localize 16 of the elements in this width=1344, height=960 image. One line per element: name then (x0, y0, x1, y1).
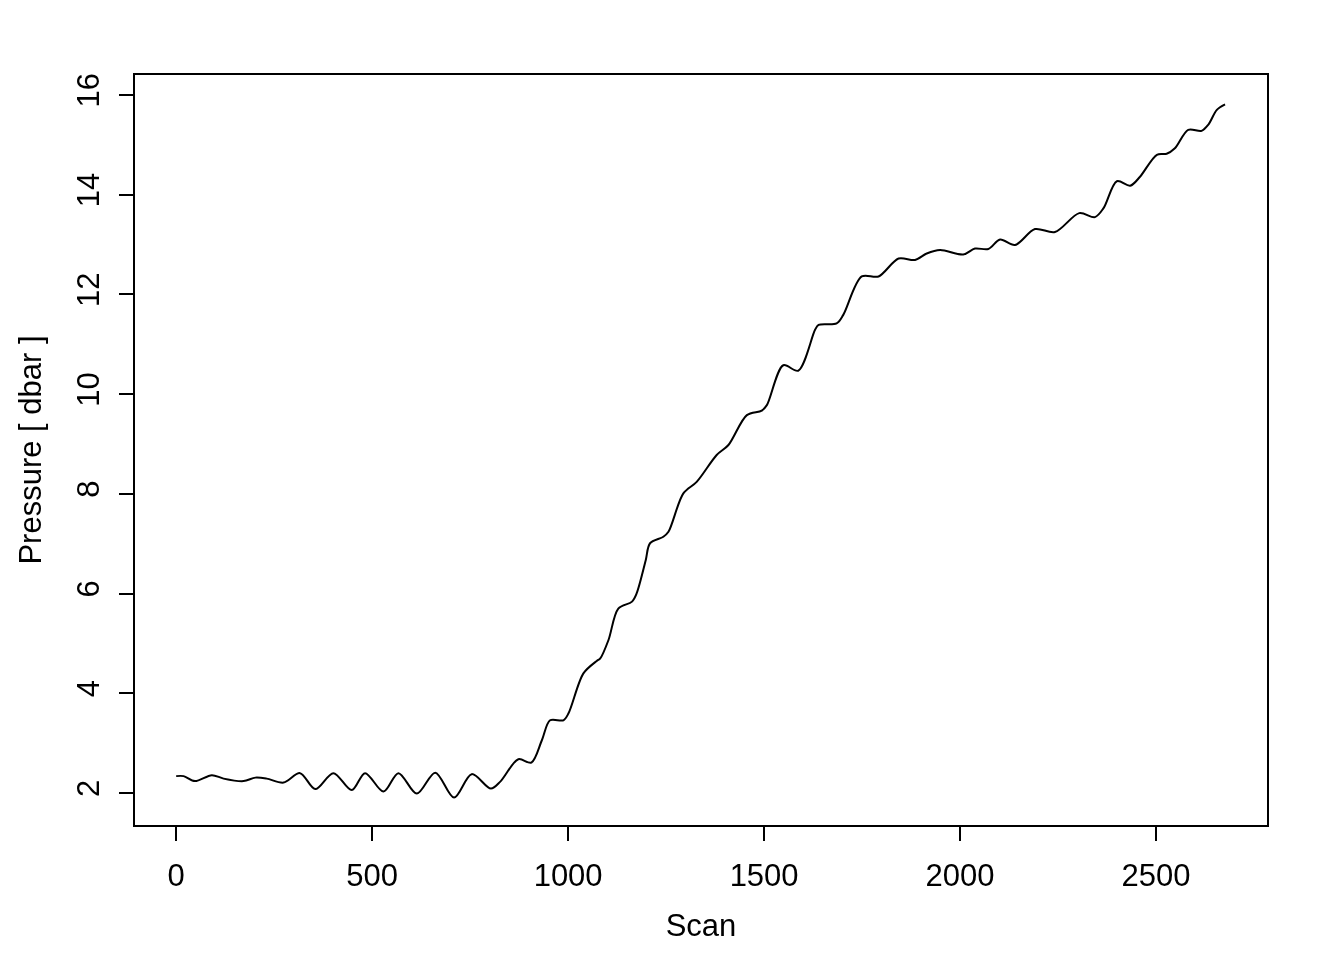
y-tick-label: 12 (70, 272, 106, 307)
y-tick-label: 6 (70, 580, 106, 598)
x-tick-label: 1000 (533, 857, 603, 893)
x-axis-title: Scan (665, 907, 737, 943)
x-tick-label: 0 (167, 857, 185, 893)
y-tick-label: 2 (70, 779, 106, 798)
y-tick-label: 14 (70, 172, 106, 208)
x-tick-label: 1500 (729, 857, 799, 893)
y-axis-title: Pressure [ dbar ] (13, 335, 48, 565)
y-tick-label: 4 (70, 680, 106, 698)
y-tick-label: 16 (70, 73, 106, 108)
x-tick-label: 2000 (925, 857, 995, 893)
x-tick-label: 2500 (1121, 857, 1191, 893)
x-tick-label: 500 (346, 857, 399, 893)
y-tick-label: 8 (70, 480, 106, 498)
y-tick-label: 10 (70, 372, 106, 407)
